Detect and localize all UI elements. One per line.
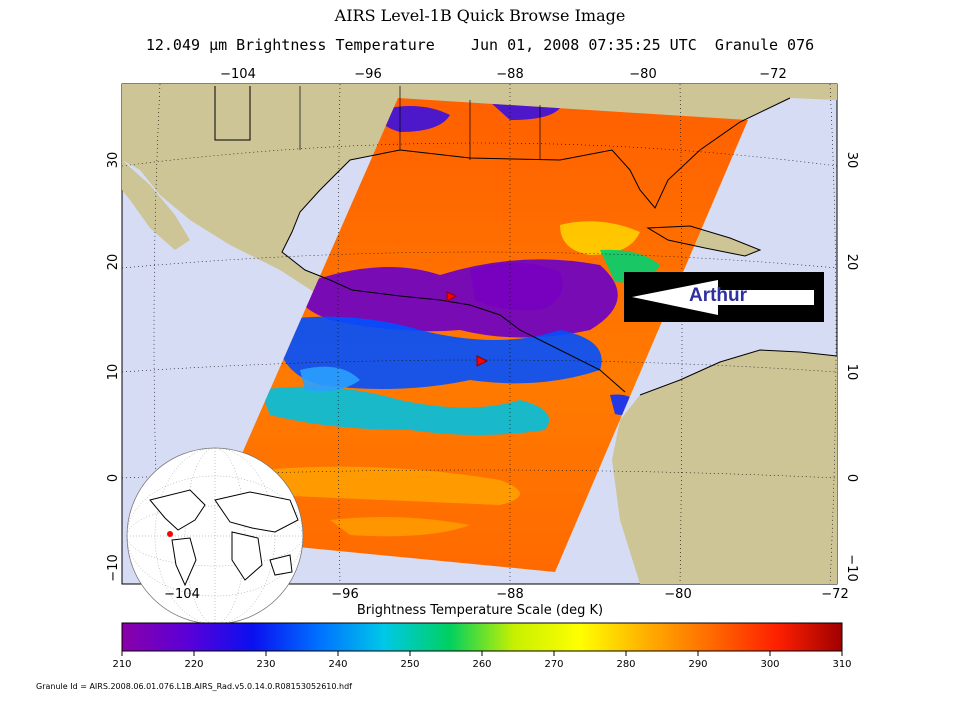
colorbar-tick-label: 280 (616, 659, 635, 670)
lon-tick-top: −72 (759, 67, 786, 82)
cloud-feature (560, 221, 640, 255)
lat-tick-right: 10 (844, 364, 859, 381)
inset-globe (126, 447, 304, 625)
coastlines (214, 86, 838, 396)
lat-tick-left: 0 (106, 474, 121, 482)
cloud-feature (470, 262, 563, 311)
storm-markers (446, 291, 489, 367)
storm-marker-2 (476, 355, 489, 367)
lon-tick-top: −96 (354, 67, 381, 82)
lon-tick-bottom: −88 (496, 587, 523, 602)
lon-tick-top: −80 (629, 67, 656, 82)
land-south-america (612, 350, 837, 584)
lon-tick-top: −104 (220, 67, 256, 82)
cloud-feature (300, 366, 360, 392)
lon-tick-bottom: −104 (164, 587, 200, 602)
cloud-feature (379, 106, 450, 132)
lat-tick-right: 0 (844, 474, 859, 482)
granule-id: Granule Id = AIRS.2008.06.01.076.L1B.AIR… (36, 682, 352, 691)
airs-swath (205, 98, 748, 572)
lat-tick-left: 20 (106, 254, 121, 271)
land-baja (122, 160, 190, 250)
lat-tick-right: 30 (844, 152, 859, 169)
colorbar-tick-label: 300 (760, 659, 779, 670)
lat-tick-left: −10 (106, 554, 121, 581)
lon-tick-bottom: −72 (821, 587, 848, 602)
lat-tick-left: 10 (106, 364, 121, 381)
cloud-feature (260, 386, 550, 435)
wavelength-value: 12.049 (145, 36, 201, 54)
granule-label: Granule 076 (714, 36, 815, 54)
colorbar-tick-label: 250 (400, 659, 419, 670)
colorbar-tick-label: 210 (112, 659, 131, 670)
colorbar-tick-label: 240 (328, 659, 347, 670)
cloud-feature (278, 316, 602, 389)
page-title: AIRS Level-1B Quick Browse Image (334, 6, 626, 25)
lon-tick-top: −88 (496, 67, 523, 82)
colorbar-tick-label: 290 (688, 659, 707, 670)
colorbar-tick-label: 310 (832, 659, 851, 670)
lon-tick-bottom: −96 (331, 587, 358, 602)
lon-tick-bottom: −80 (664, 587, 691, 602)
cloud-feature (260, 466, 520, 505)
colorbar-tick-label: 230 (256, 659, 275, 670)
lat-tick-left: 30 (106, 152, 121, 169)
colorbar (121, 622, 843, 652)
cloud-feature (330, 516, 470, 537)
page-subtitle: 12.049 μm Brightness Temperature Jun 01,… (0, 36, 960, 54)
lat-tick-right: −10 (844, 554, 859, 581)
colorbar-label: Brightness Temperature Scale (deg K) (356, 603, 604, 618)
colorbar-tick-label: 270 (544, 659, 563, 670)
arthur-label: Arthur (689, 285, 748, 306)
storm-marker-1 (446, 291, 458, 302)
datetime-label: Jun 01, 2008 07:35:25 UTC (470, 36, 697, 54)
graticule (122, 84, 837, 584)
lat-tick-right: 20 (844, 254, 859, 271)
colorbar-tick-label: 220 (184, 659, 203, 670)
arthur-callout: Arthur (624, 272, 824, 322)
colorbar-tick-label: 260 (472, 659, 491, 670)
quantity-label: Brightness Temperature (236, 36, 435, 54)
wavelength-unit: μm (209, 36, 228, 54)
